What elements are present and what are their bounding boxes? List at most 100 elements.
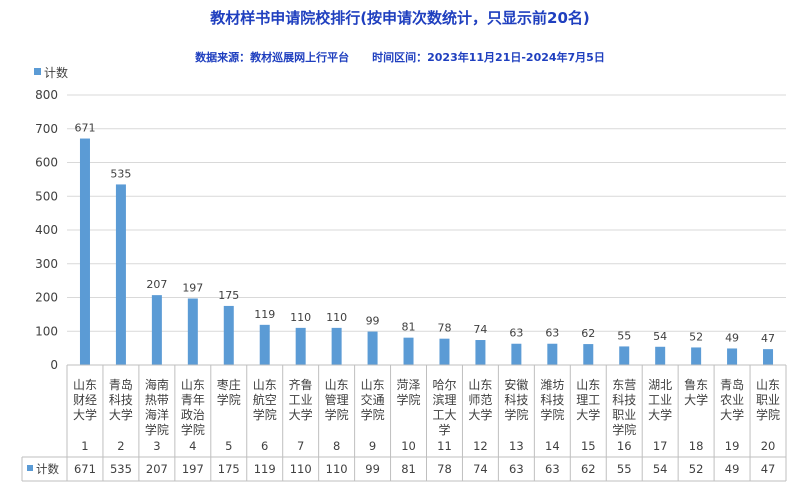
legend-label: 计数 <box>44 65 68 80</box>
bar <box>619 346 630 365</box>
x-index-label: 10 <box>401 439 416 453</box>
y-tick-label: 0 <box>50 358 58 372</box>
category-label: 山东职业学院 <box>756 378 780 422</box>
x-index-label: 15 <box>581 439 596 453</box>
table-value: 49 <box>725 462 740 476</box>
data-label: 207 <box>146 278 167 291</box>
x-index-label: 5 <box>225 439 232 453</box>
data-label: 52 <box>689 330 703 343</box>
x-index-label: 6 <box>261 439 268 453</box>
data-labels: 671 535 207 197 175 119 110 110 99 81 78 74 63 63 62 55… <box>74 122 775 346</box>
category-label: 鲁东大学 <box>684 378 708 407</box>
data-table: 计数 671 535 207 197 175 119 110 110 99 81 78 74 63 63 62… <box>21 364 787 482</box>
table-value: 535 <box>110 462 132 476</box>
data-label: 535 <box>110 167 131 180</box>
bar <box>187 298 198 365</box>
table-value: 207 <box>146 462 168 476</box>
x-index-label: 20 <box>761 439 776 453</box>
data-label: 78 <box>437 322 451 335</box>
category-label: 海南热带海洋学院 <box>145 377 169 437</box>
x-index-label: 4 <box>189 439 196 453</box>
y-tick-label: 500 <box>35 189 58 203</box>
chart-subtitle: 数据来源：教材巡展网上行平台 时间区间：2023年11月21日-2024年7月5… <box>195 50 605 64</box>
table-value: 74 <box>473 462 488 476</box>
bar <box>331 327 342 365</box>
table-value: 78 <box>437 462 452 476</box>
data-label: 81 <box>402 321 416 334</box>
bar <box>259 324 270 365</box>
data-label: 63 <box>545 327 559 340</box>
category-label: 青岛农业大学 <box>720 377 744 422</box>
x-index-label: 16 <box>617 439 632 453</box>
category-label: 枣庄学院 <box>217 377 241 407</box>
y-tick-label: 700 <box>35 122 58 136</box>
bar <box>691 347 702 365</box>
data-label: 54 <box>653 330 667 343</box>
gridlines <box>67 94 786 366</box>
x-index-label: 18 <box>689 439 704 453</box>
category-labels: 山东财经大学 1 青岛科技大学 2 海南热带海洋学院 3 山东青年政治学院 4 枣庄学院 5 山东航… <box>73 377 780 453</box>
data-label: 49 <box>725 331 739 344</box>
bar <box>655 346 666 365</box>
data-label: 62 <box>581 327 595 340</box>
table-value: 63 <box>509 462 524 476</box>
x-index-label: 19 <box>725 439 740 453</box>
table-value: 63 <box>545 462 560 476</box>
table-value: 197 <box>182 462 204 476</box>
data-label: 119 <box>254 308 275 321</box>
category-label: 齐鲁工业大学 <box>289 377 313 422</box>
table-value: 47 <box>761 462 776 476</box>
bar <box>115 184 126 365</box>
table-value: 175 <box>218 462 240 476</box>
bar <box>727 348 738 365</box>
data-label: 55 <box>617 329 631 342</box>
category-label: 菏泽学院 <box>397 378 421 407</box>
data-label: 63 <box>509 327 523 340</box>
bar <box>439 338 450 365</box>
category-label: 哈尔滨理工大学 <box>432 377 456 437</box>
bar <box>403 337 414 365</box>
category-label: 山东航空学院 <box>253 378 277 422</box>
x-index-label: 7 <box>297 439 304 453</box>
table-value: 119 <box>254 462 276 476</box>
x-index-label: 14 <box>545 439 560 453</box>
bar <box>475 340 486 365</box>
bar <box>511 343 522 365</box>
bar <box>295 327 306 365</box>
table-value: 52 <box>689 462 704 476</box>
bar <box>547 343 558 365</box>
x-index-label: 17 <box>653 439 668 453</box>
x-index-label: 11 <box>437 439 452 453</box>
bar <box>151 295 162 365</box>
legend: 计数 <box>34 65 68 80</box>
category-label: 潍坊科技学院 <box>540 377 564 422</box>
y-tick-label: 300 <box>35 257 58 271</box>
table-value: 55 <box>617 462 632 476</box>
x-index-label: 13 <box>509 439 524 453</box>
y-tick-label: 600 <box>35 156 58 170</box>
x-index-label: 12 <box>473 439 488 453</box>
category-label: 山东理工大学 <box>576 378 600 422</box>
category-label: 东营科技职业学院 <box>612 378 636 437</box>
data-label: 197 <box>182 282 203 295</box>
category-label: 山东管理学院 <box>325 378 349 422</box>
x-index-label: 1 <box>81 439 88 453</box>
legend-swatch <box>34 68 41 75</box>
chart-title: 教材样书申请院校排行(按申请次数统计，只显示前20名) <box>209 9 590 27</box>
y-axis: 0 100 200 300 400 500 600 700 800 <box>35 88 58 372</box>
bar <box>223 305 234 365</box>
category-label: 山东青年政治学院 <box>181 378 205 437</box>
table-value: 99 <box>365 462 380 476</box>
table-value: 81 <box>401 462 416 476</box>
x-index-label: 9 <box>369 439 376 453</box>
x-index-label: 3 <box>153 439 160 453</box>
category-label: 湖北工业大学 <box>648 377 672 422</box>
bar <box>367 331 378 365</box>
x-index-label: 8 <box>333 439 340 453</box>
bar <box>763 349 774 365</box>
table-series-label: 计数 <box>36 462 59 476</box>
table-value: 110 <box>290 462 312 476</box>
data-label: 110 <box>290 311 311 324</box>
category-label: 山东财经大学 <box>73 378 97 422</box>
data-label: 671 <box>74 122 95 135</box>
